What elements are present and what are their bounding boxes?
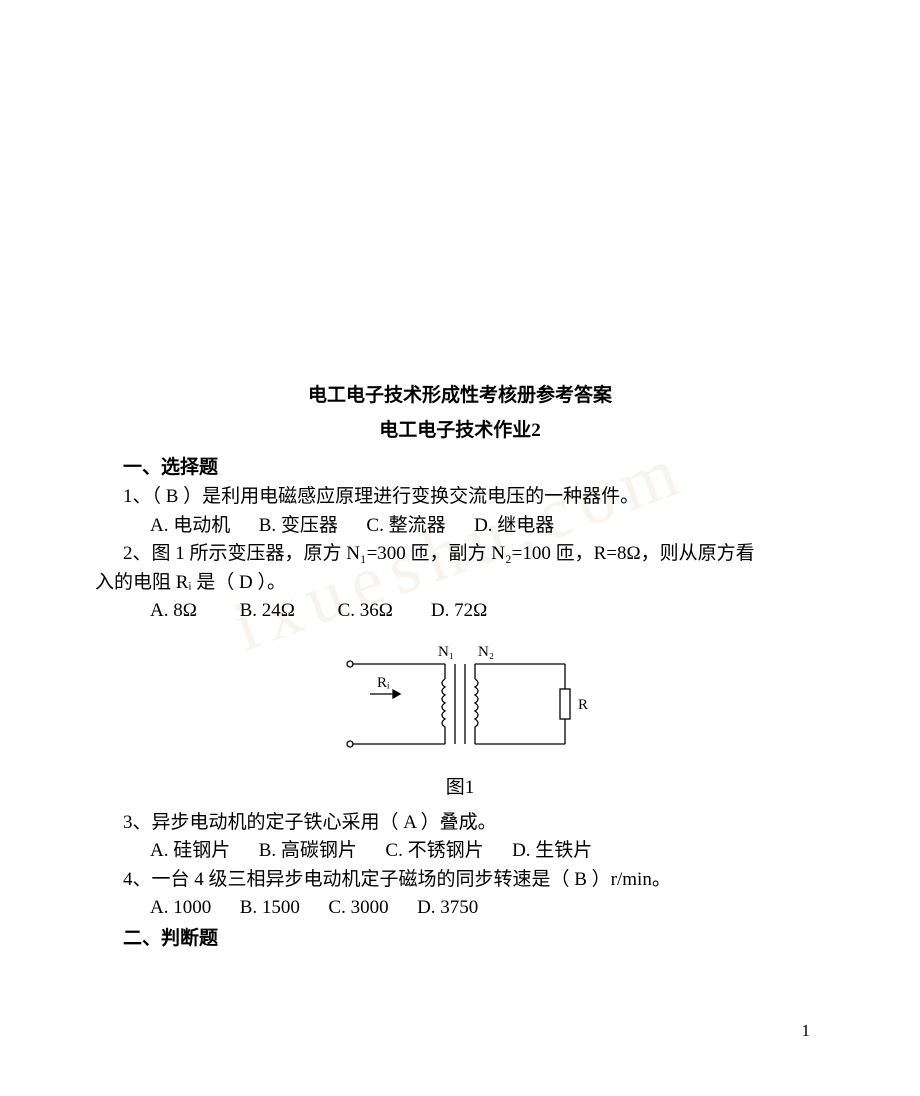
- q4-options: A. 1000 B. 1500 C. 3000 D. 3750: [95, 894, 825, 923]
- q3-options: A. 硅钢片 B. 高碳钢片 C. 不锈钢片 D. 生铁片: [95, 837, 825, 866]
- circuit-caption: 图1: [95, 772, 825, 799]
- title-main: 电工电子技术形成性考核册参考答案: [95, 380, 825, 407]
- q4-text: 4、一台 4 级三相异步电动机定子磁场的同步转速是（ B ）r/min。: [95, 866, 825, 895]
- label-ri: Rᵢ: [377, 675, 390, 691]
- q1-text: 1、（ B ）是利用电磁感应原理进行变换交流电压的一种器件。: [95, 483, 825, 512]
- section-1-header: 一、选择题: [95, 452, 825, 479]
- section-2-header: 二、判断题: [95, 923, 825, 950]
- q2-text-line2: 入的电阻 Rᵢ 是（ D ）。: [95, 569, 825, 598]
- document-content: 电工电子技术形成性考核册参考答案 电工电子技术作业2 一、选择题 1、（ B ）…: [0, 0, 920, 950]
- transformer-circuit-icon: N₁ N₂ Rᵢ R: [320, 634, 600, 764]
- page-number: 1: [802, 1021, 811, 1041]
- title-sub: 电工电子技术作业2: [95, 415, 825, 442]
- label-r: R: [578, 697, 588, 713]
- circuit-diagram: N₁ N₂ Rᵢ R: [95, 634, 825, 764]
- label-n1: N₁: [438, 644, 454, 660]
- label-n2: N₂: [478, 644, 494, 660]
- q2-options: A. 8Ω B. 24Ω C. 36Ω D. 72Ω: [95, 597, 825, 626]
- q2-text-line1: 2、图 1 所示变压器，原方 N₁=300 匝，副方 N₂=100 匝，R=8Ω…: [95, 540, 825, 569]
- q1-options: A. 电动机 B. 变压器 C. 整流器 D. 继电器: [95, 512, 825, 541]
- q3-text: 3、异步电动机的定子铁心采用（ A ）叠成。: [95, 809, 825, 838]
